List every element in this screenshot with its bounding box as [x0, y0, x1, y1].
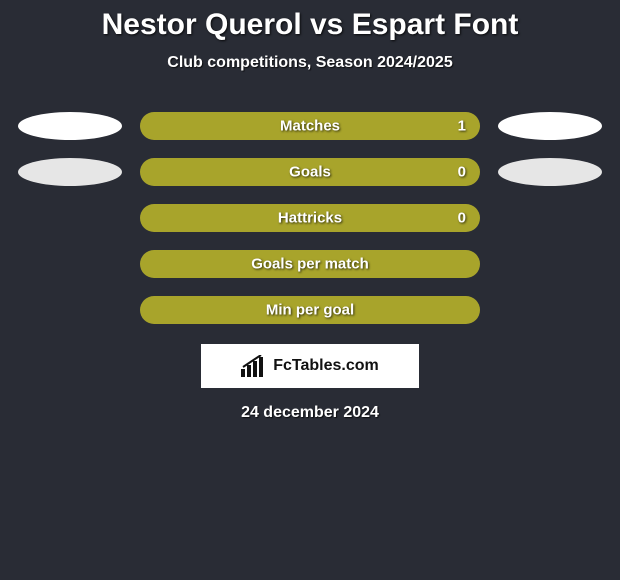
bar-label: Goals per match: [251, 256, 369, 273]
stat-bar: Goals per match: [140, 250, 480, 278]
logo-box: FcTables.com: [201, 344, 419, 388]
bar-label: Min per goal: [266, 302, 354, 319]
left-oval: [18, 158, 122, 186]
logo: FcTables.com: [241, 355, 379, 377]
stat-row: Goals per match: [0, 250, 620, 278]
stat-bar: Min per goal: [140, 296, 480, 324]
left-oval-spacer: [18, 250, 122, 278]
stat-rows: Matches 1 Goals 0 Hattricks 0 Goals per match M…: [0, 112, 620, 324]
stat-row: Min per goal: [0, 296, 620, 324]
comparison-panel: Nestor Querol vs Espart Font Club compet…: [0, 0, 620, 422]
bars-icon: [241, 355, 267, 377]
left-oval-spacer: [18, 296, 122, 324]
left-oval-spacer: [18, 204, 122, 232]
stat-bar: Matches 1: [140, 112, 480, 140]
right-oval-spacer: [498, 250, 602, 278]
stat-bar: Hattricks 0: [140, 204, 480, 232]
bar-label: Goals: [289, 164, 331, 181]
right-oval-spacer: [498, 204, 602, 232]
stat-row: Hattricks 0: [0, 204, 620, 232]
right-oval-spacer: [498, 296, 602, 324]
bar-label: Matches: [280, 118, 340, 135]
stat-row: Goals 0: [0, 158, 620, 186]
logo-text: FcTables.com: [273, 357, 379, 375]
subtitle: Club competitions, Season 2024/2025: [0, 54, 620, 72]
bar-value: 0: [458, 164, 466, 181]
stat-bar: Goals 0: [140, 158, 480, 186]
date: 24 december 2024: [0, 404, 620, 422]
bar-label: Hattricks: [278, 210, 342, 227]
stat-row: Matches 1: [0, 112, 620, 140]
right-oval: [498, 112, 602, 140]
page-title: Nestor Querol vs Espart Font: [0, 8, 620, 42]
right-oval: [498, 158, 602, 186]
bar-value: 1: [458, 118, 466, 135]
left-oval: [18, 112, 122, 140]
bar-value: 0: [458, 210, 466, 227]
